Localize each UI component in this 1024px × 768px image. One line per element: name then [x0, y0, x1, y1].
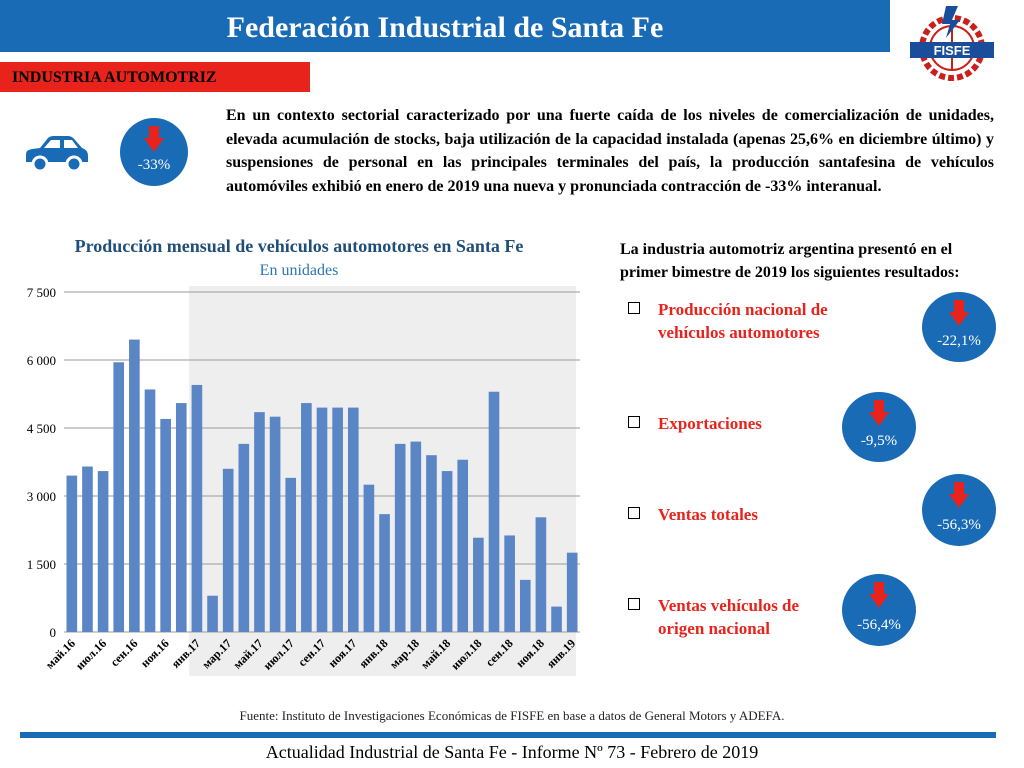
intro-paragraph: En un contexto sectorial caracterizado p… [226, 107, 994, 195]
bar [82, 466, 93, 632]
bar [535, 517, 547, 632]
section-tag: INDUSTRIA AUTOMOTRIZ [0, 62, 310, 92]
car-icon [26, 136, 88, 173]
page-title: Federación Industrial de Santa Fe [226, 11, 664, 44]
headline-change-value: -33% [137, 157, 171, 173]
result-badge-total-sales: -56,3% [922, 474, 996, 546]
result-value: -56,4% [857, 617, 901, 633]
result-value: -22,1% [937, 333, 981, 349]
bar [426, 455, 437, 632]
bar [457, 459, 469, 632]
result-label: Exportaciones [658, 414, 762, 433]
bar [175, 403, 187, 632]
result-badge-exports: -9,5% [842, 392, 916, 462]
bar [222, 468, 234, 632]
bar [113, 362, 125, 632]
bar [285, 477, 297, 632]
header-bar [0, 0, 890, 52]
x-tick-label: май.16 [43, 636, 78, 671]
footer-divider [20, 732, 996, 738]
y-tick-label: 6 000 [27, 353, 56, 368]
bar [363, 484, 375, 632]
bar [332, 407, 343, 632]
checkbox-bullet-icon [628, 507, 640, 519]
result-label: Ventas vehículos de origen nacional [658, 596, 800, 638]
bar [566, 552, 578, 632]
bar [488, 391, 500, 632]
y-tick-label: 4 500 [27, 421, 56, 436]
y-tick-label: 7 500 [27, 285, 56, 300]
bar [519, 579, 531, 632]
down-arrow-icon [949, 482, 969, 508]
bar [441, 471, 453, 632]
result-label: Ventas totales [658, 505, 758, 524]
bar [347, 407, 359, 632]
headline-change-badge: -33% [120, 118, 188, 186]
bar [301, 403, 312, 632]
y-tick-label: 0 [50, 625, 57, 640]
bar [238, 443, 250, 632]
bar [144, 389, 156, 632]
chart-subtitle: En unidades [259, 262, 339, 279]
bar [160, 418, 171, 632]
bar [316, 407, 328, 632]
down-arrow-icon [869, 582, 889, 608]
result-badge-production: -22,1% [922, 292, 996, 362]
x-tick-label: июл.16 [73, 636, 109, 672]
result-badge-national-sales: -56,4% [842, 574, 916, 646]
chart-title: Producción mensual de vehículos automoto… [74, 236, 524, 256]
result-value: -56,3% [937, 517, 981, 533]
bar [504, 535, 515, 632]
result-value: -9,5% [860, 433, 898, 449]
bar [473, 537, 484, 632]
bar [129, 339, 140, 632]
y-tick-label: 3 000 [27, 489, 56, 504]
bar-chart: 0 1 500 3 000 4 500 6 000 7 500 май.16июл.16се… [27, 285, 580, 676]
y-tick-label: 1 500 [27, 557, 56, 572]
down-arrow-icon [869, 400, 889, 426]
results-title: La industria automotriz argentina presen… [620, 241, 960, 281]
fisfe-logo: FISFE [910, 6, 994, 81]
checkbox-bullet-icon [628, 302, 640, 314]
bar [254, 412, 265, 632]
x-tick-label: сен.16 [107, 636, 140, 669]
result-label: Producción nacional de vehículos automot… [658, 300, 828, 342]
down-arrow-icon [144, 126, 164, 152]
bar [207, 595, 218, 632]
bar [269, 416, 281, 632]
checkbox-bullet-icon [628, 416, 640, 428]
source-note: Fuente: Instituto de Investigaciones Eco… [239, 708, 785, 723]
logo-text: FISFE [934, 43, 971, 58]
checkbox-bullet-icon [628, 598, 640, 610]
down-arrow-icon [949, 300, 969, 326]
result-item-national-sales: Ventas vehículos de origen nacional [628, 594, 848, 640]
bar [551, 606, 562, 632]
bar [191, 384, 203, 632]
result-item-production: Producción nacional de vehículos automot… [628, 298, 848, 344]
bar [379, 514, 390, 632]
x-tick-label: ноя.16 [138, 636, 172, 670]
bar [394, 443, 406, 632]
bar [410, 441, 422, 632]
result-item-total-sales: Ventas totales [628, 503, 848, 526]
bar [66, 475, 78, 632]
footer-text: Actualidad Industrial de Santa Fe - Info… [265, 742, 759, 762]
result-item-exports: Exportaciones [628, 412, 848, 435]
bar [97, 471, 109, 632]
